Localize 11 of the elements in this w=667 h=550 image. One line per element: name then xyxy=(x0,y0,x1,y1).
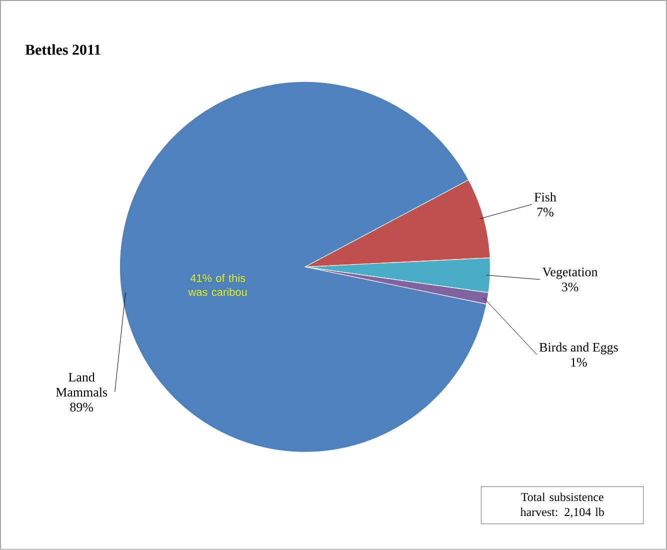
slice-label: Fish xyxy=(534,192,556,202)
data-label: 7% xyxy=(537,208,554,217)
text: 41% of this was caribou xyxy=(188,274,247,296)
slice-label: Vegetation xyxy=(542,268,598,280)
slice-label: Birds and Eggs xyxy=(539,342,618,354)
slice-label: Land Mammals xyxy=(56,372,108,397)
data-label: 1% xyxy=(571,358,587,367)
data-label: 89% xyxy=(70,402,94,412)
data-label: 3% xyxy=(562,282,578,292)
text: Total subsistence harvest: 2,104 lb xyxy=(520,492,604,518)
chart-title: Bettles 2011 xyxy=(25,44,100,55)
